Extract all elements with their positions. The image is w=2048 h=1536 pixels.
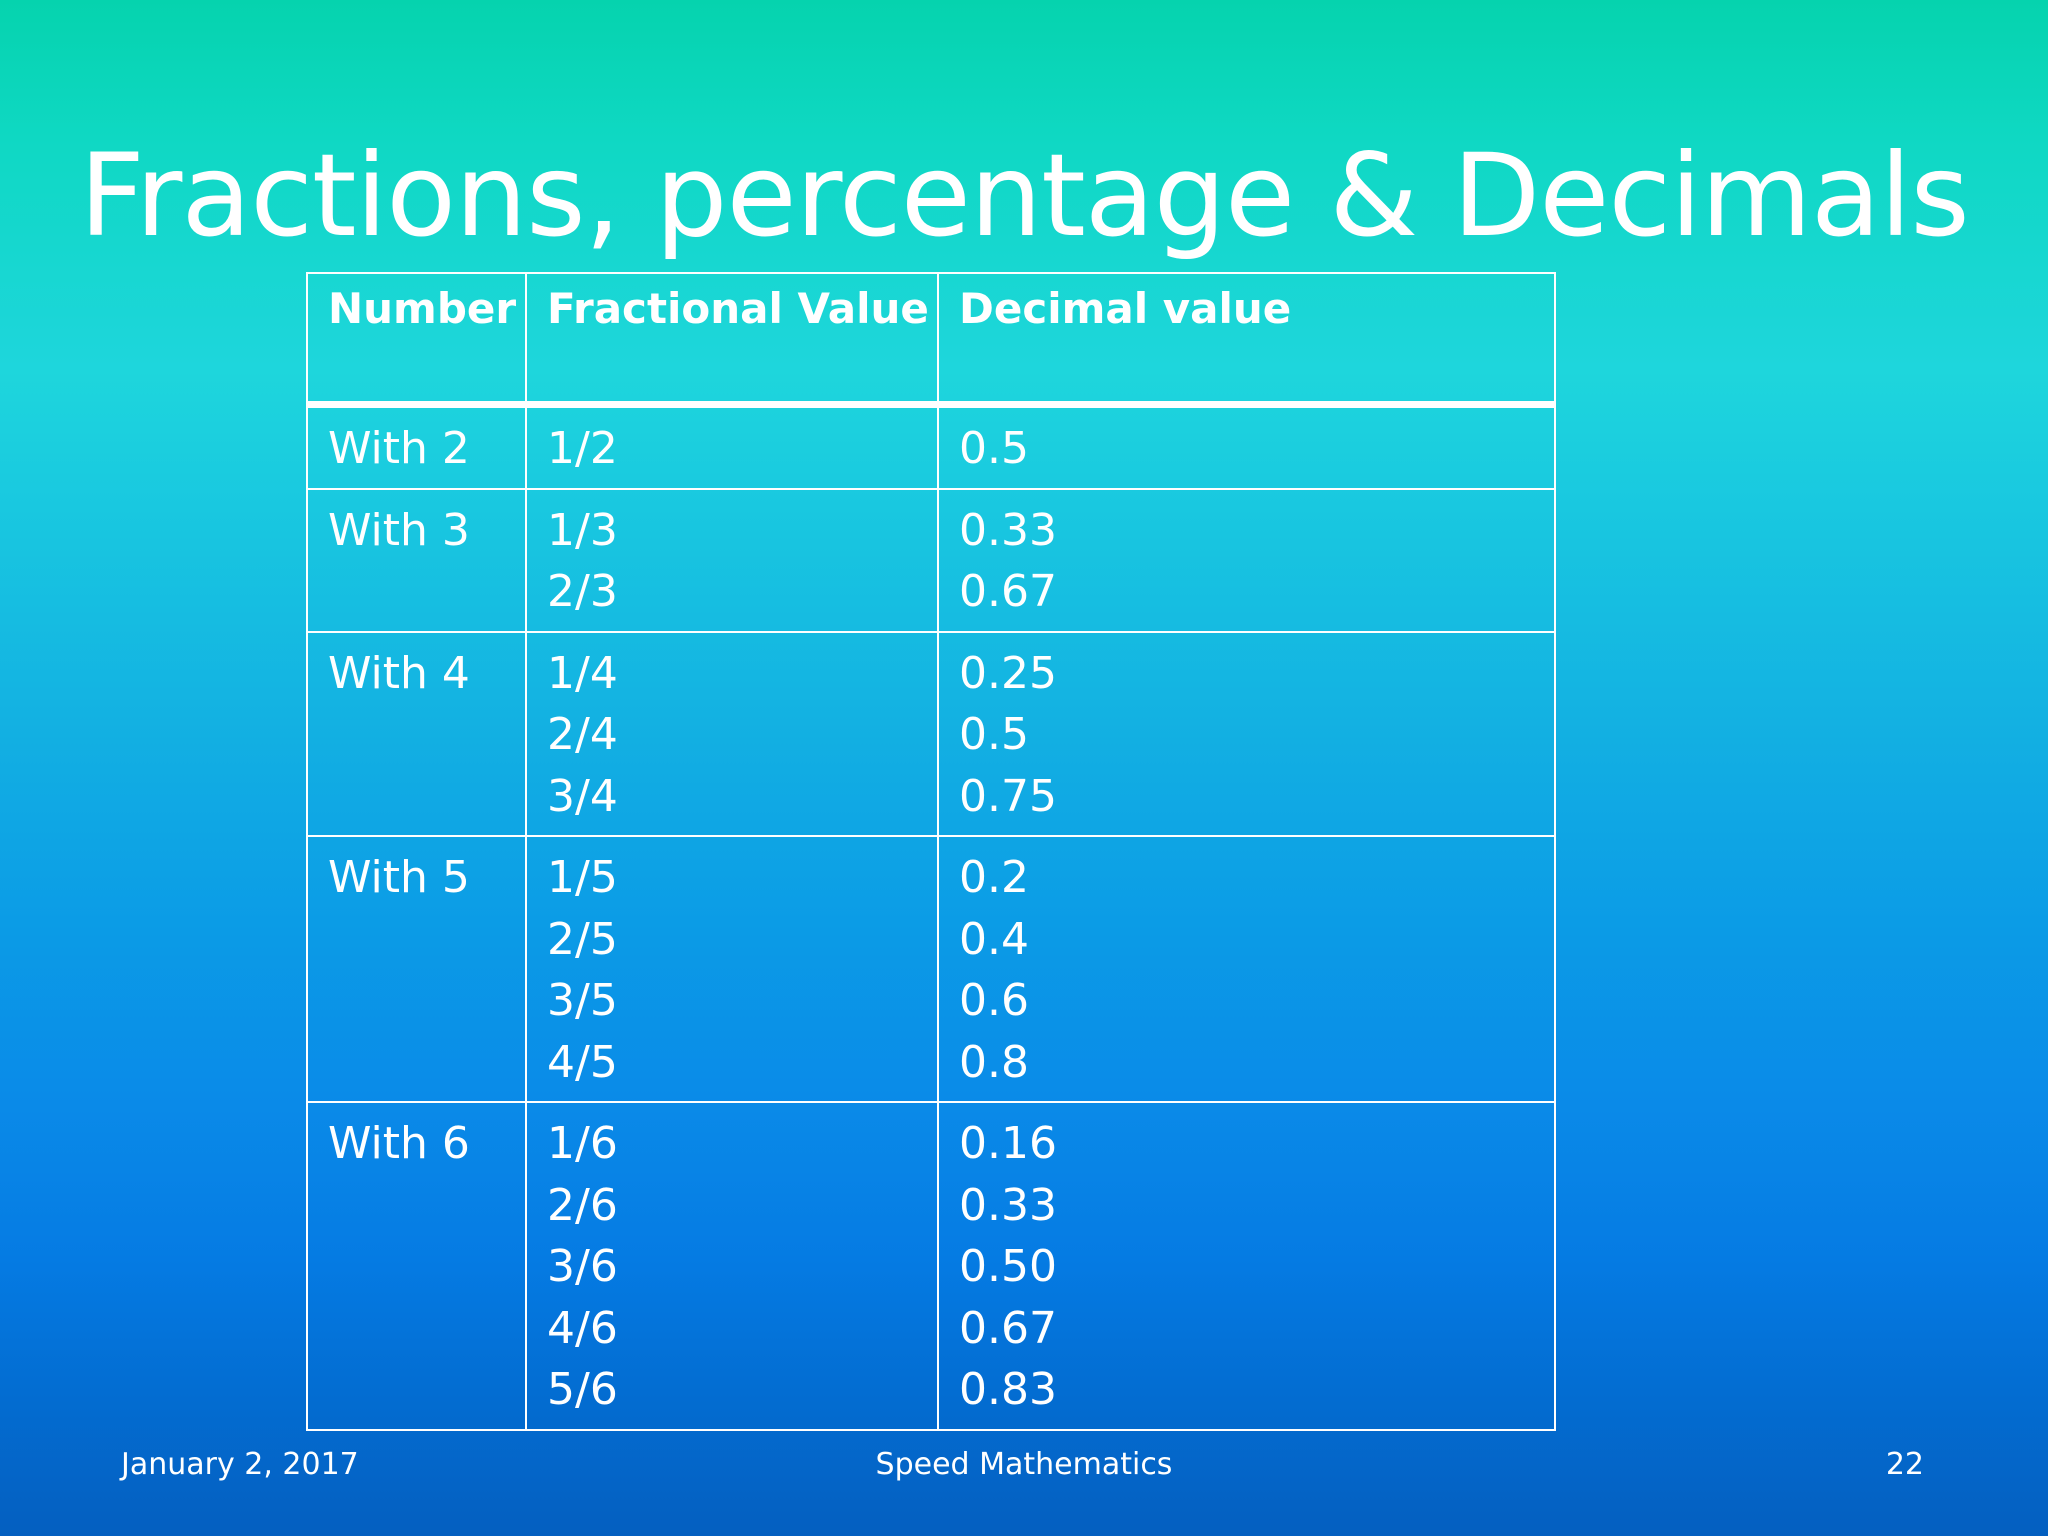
fraction-value: 1/6 [547,1118,618,1169]
fraction-value: 1/2 [547,423,618,474]
fraction-value: 5/6 [547,1364,618,1415]
decimal-value: 0.5 [959,709,1029,760]
fraction-value: 2/4 [547,709,618,760]
table-row: With 2 1/2 0.5 [306,403,1556,490]
number-cell: With 4 [306,630,527,837]
fraction-value: 3/6 [547,1241,618,1292]
decimal-value: 0.33 [959,1179,1057,1231]
table-row: With 5 1/5 2/5 3/5 4/5 0.2 0.4 0.6 0.8 [306,835,1556,1103]
decimal-value: 0.4 [959,913,1029,965]
number-cell: With 6 [306,1101,527,1431]
table-row: With 3 1/3 2/3 0.33 0.67 [306,487,1556,633]
decimal-cell: 0.33 0.67 [937,487,1556,633]
table-header-row: Number Fractional Value Decimal value [306,272,1556,408]
footer-date: January 2, 2017 [121,1447,359,1482]
number-cell: With 5 [306,835,527,1103]
decimal-value: 0.16 [959,1118,1057,1169]
fraction-value: 4/5 [547,1036,618,1088]
header-decimal-value: Decimal value [937,272,1556,408]
decimal-value: 0.6 [959,975,1029,1026]
decimal-value: 0.50 [959,1241,1057,1292]
fraction-value: 1/5 [547,852,618,903]
decimal-value: 0.67 [959,566,1057,617]
fraction-cell: 1/3 2/3 [525,487,939,633]
decimal-value: 0.67 [959,1302,1057,1354]
slide-title: Fractions, percentage & Decimals [79,129,1970,262]
fractions-table: Number Fractional Value Decimal value Wi… [306,272,1556,1431]
decimal-cell: 0.5 [937,403,1556,490]
number-cell: With 3 [306,487,527,633]
fraction-value: 1/3 [547,504,618,556]
page-number: 22 [1885,1447,1924,1482]
fraction-cell: 1/4 2/4 3/4 [525,630,939,837]
fraction-value: 2/3 [547,566,618,617]
fraction-cell: 1/6 2/6 3/6 4/6 5/6 [525,1101,939,1431]
fraction-cell: 1/2 [525,403,939,490]
decimal-value: 0.25 [959,647,1057,699]
number-cell: With 2 [306,403,527,490]
decimal-cell: 0.16 0.33 0.50 0.67 0.83 [937,1101,1556,1431]
fraction-value: 4/6 [547,1302,618,1354]
footer-title: Speed Mathematics [875,1447,1173,1482]
decimal-value: 0.8 [959,1036,1029,1088]
fraction-value: 1/4 [547,647,618,699]
header-number: Number [306,272,527,408]
table-row: With 4 1/4 2/4 3/4 0.25 0.5 0.75 [306,630,1556,837]
decimal-value: 0.2 [959,852,1029,903]
decimal-value: 0.75 [959,770,1057,822]
decimal-cell: 0.25 0.5 0.75 [937,630,1556,837]
fraction-value: 2/5 [547,913,618,965]
fraction-value: 3/4 [547,770,618,822]
decimal-value: 0.83 [959,1364,1057,1415]
decimal-value: 0.5 [959,423,1029,474]
fraction-value: 2/6 [547,1179,618,1231]
fraction-value: 3/5 [547,975,618,1026]
table-row: With 6 1/6 2/6 3/6 4/6 5/6 0.16 0.33 0.5… [306,1101,1556,1431]
header-fractional-value: Fractional Value [525,272,939,408]
decimal-value: 0.33 [959,504,1057,556]
decimal-cell: 0.2 0.4 0.6 0.8 [937,835,1556,1103]
fraction-cell: 1/5 2/5 3/5 4/5 [525,835,939,1103]
